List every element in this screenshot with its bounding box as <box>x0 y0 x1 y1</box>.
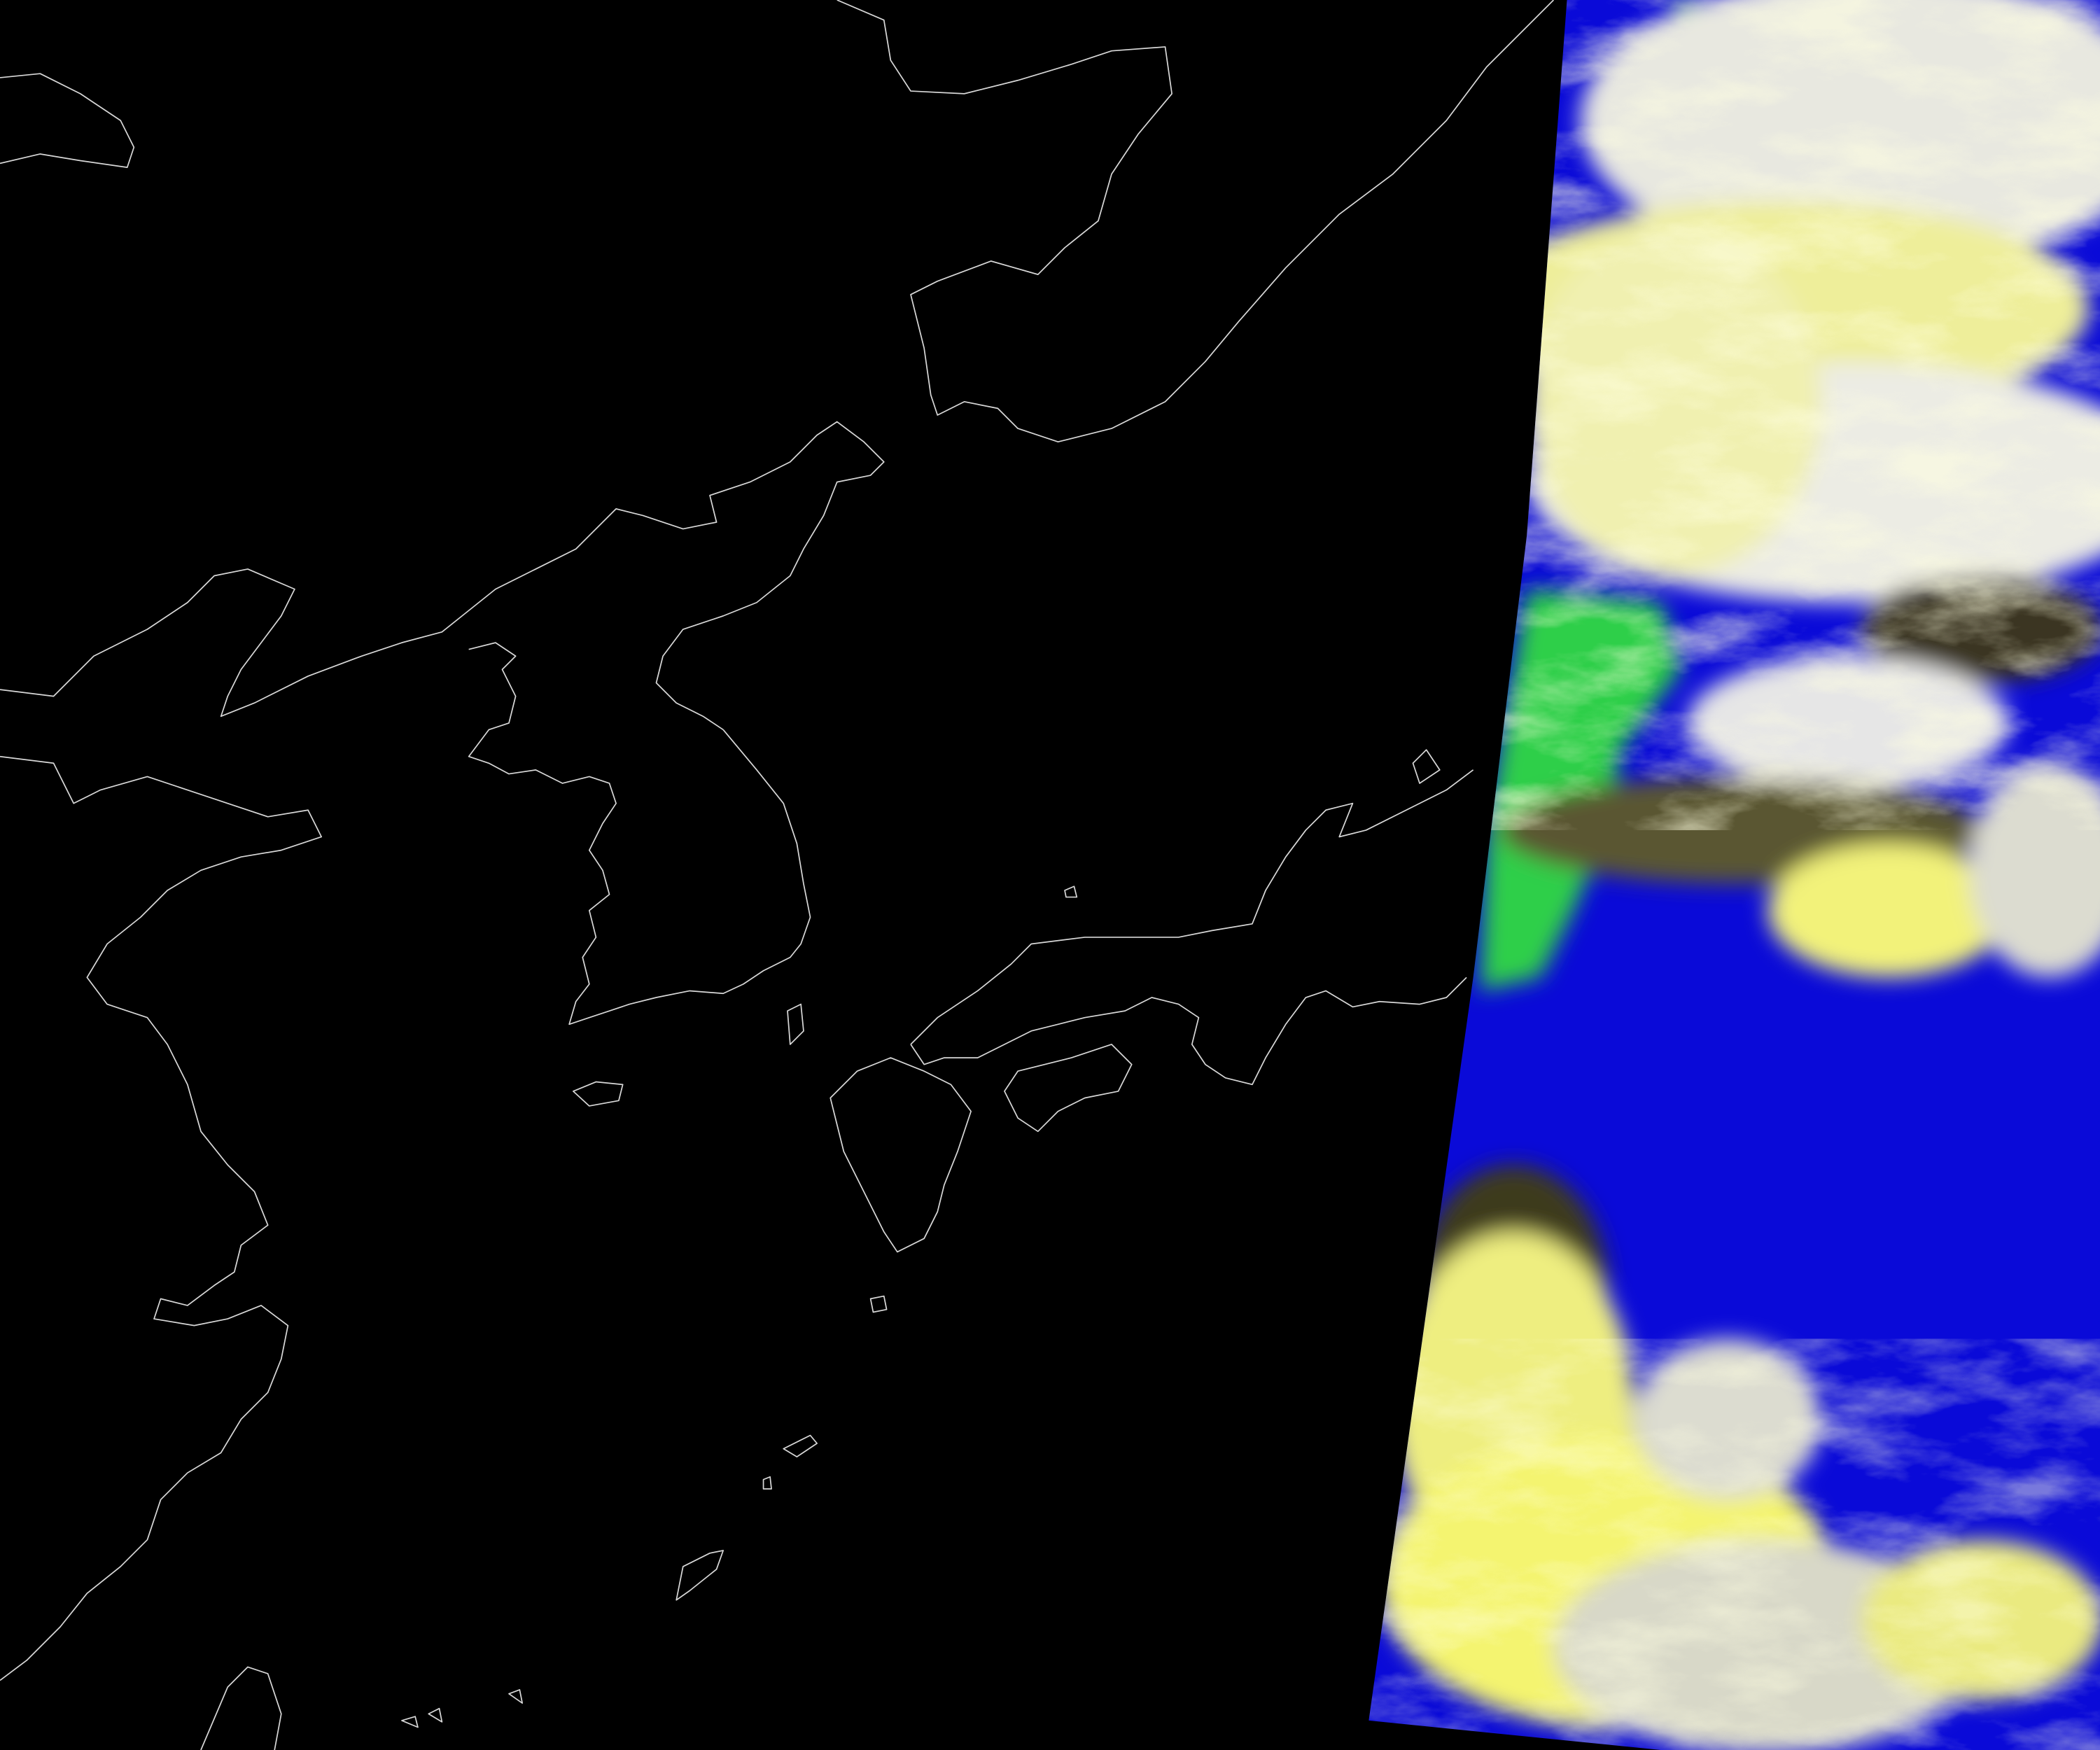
coastline-china-east <box>0 755 323 1681</box>
coastline-taiwan <box>200 1666 282 1750</box>
coastline-japan-shikoku <box>1004 1044 1133 1133</box>
coastline-outlines <box>0 0 1554 1750</box>
coastline-jeju <box>573 1081 624 1107</box>
coastline-islands-misc <box>401 886 1078 1728</box>
coastline-japan-kyushu <box>830 1057 972 1253</box>
coastline-china-korea-border <box>0 421 885 731</box>
coastline-russia-north <box>836 0 1554 443</box>
satellite-swath <box>1368 0 2100 1750</box>
coastline-japan-honshu <box>910 749 1474 1086</box>
coastline-ryukyu <box>676 1295 888 1601</box>
coastline-bohai <box>0 73 135 168</box>
coastline-korea <box>468 642 811 1026</box>
